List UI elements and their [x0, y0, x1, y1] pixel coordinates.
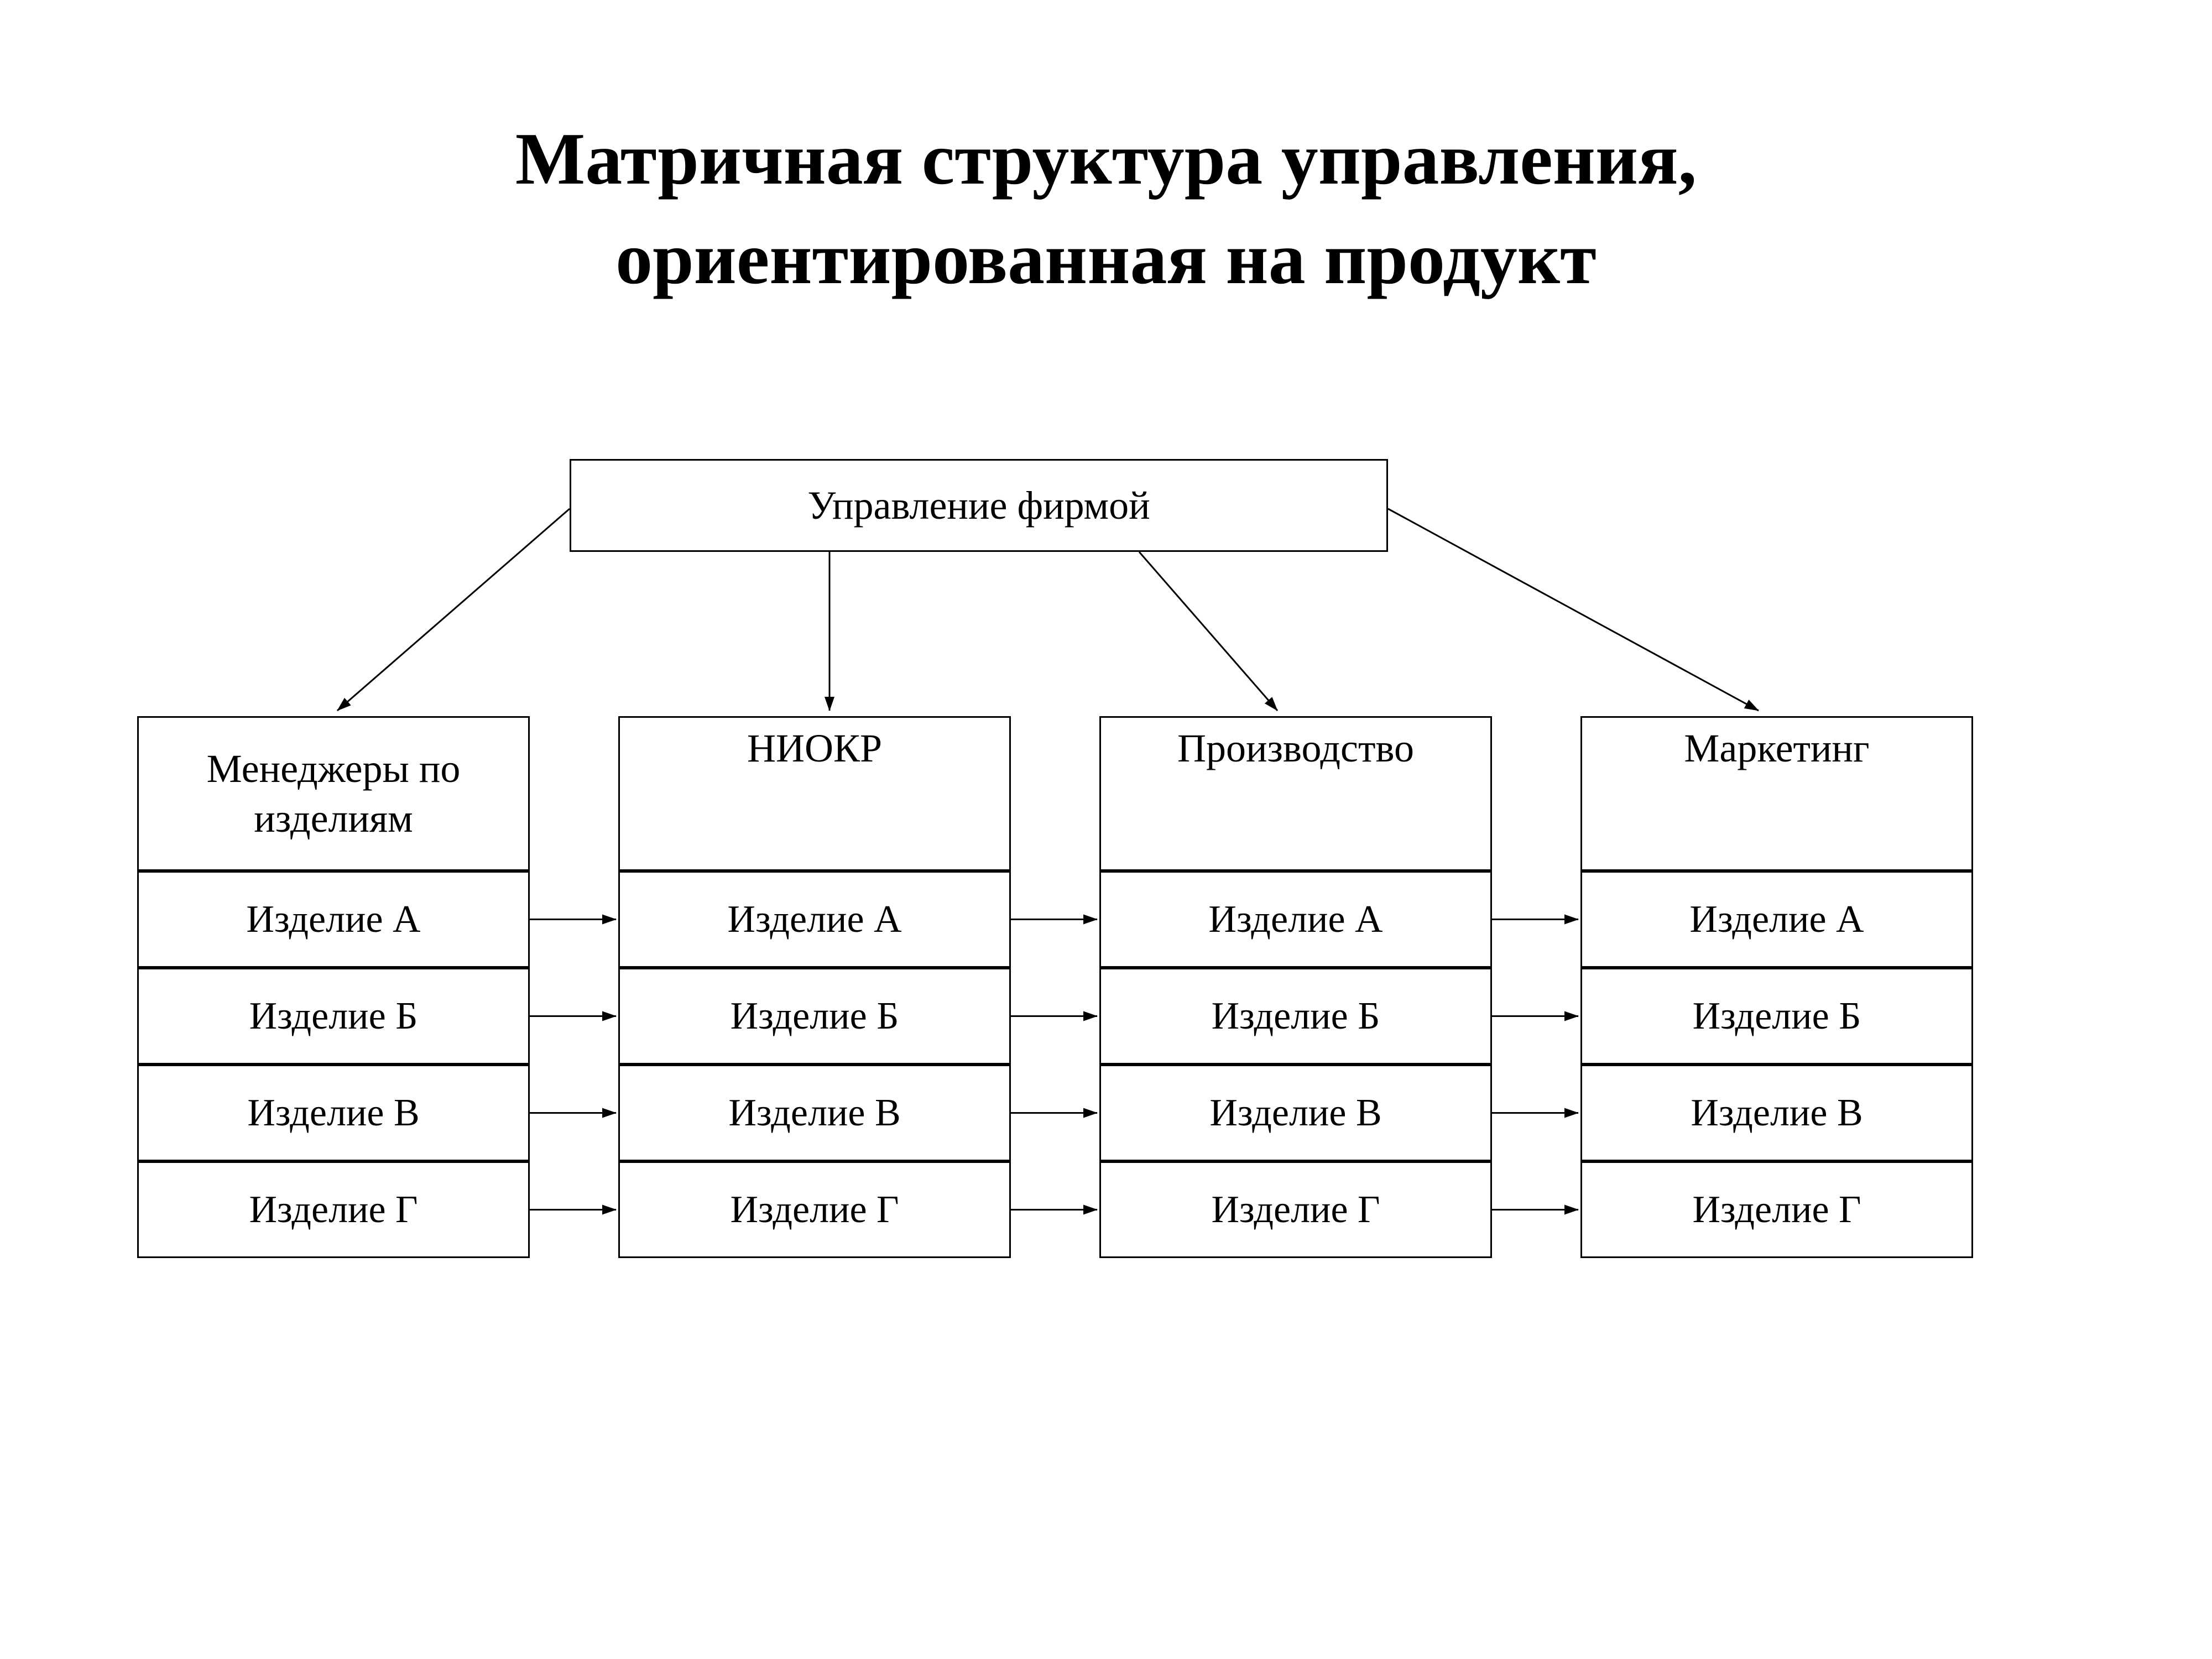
top-box-label: Управление фирмой: [807, 483, 1150, 529]
cell-marketing-row1-label: Изделие Б: [1693, 994, 1861, 1039]
column-header-production-label: Производство: [1177, 726, 1414, 771]
cell-managers-row0: Изделие А: [137, 871, 530, 968]
top-box: Управление фирмой: [570, 459, 1388, 552]
cell-production-row2-label: Изделие В: [1209, 1091, 1381, 1135]
page-title-line2: ориентированная на продукт: [0, 216, 2212, 301]
cell-marketing-row0: Изделие А: [1580, 871, 1973, 968]
cell-managers-row3-label: Изделие Г: [249, 1188, 418, 1232]
cell-production-row0: Изделие А: [1099, 871, 1492, 968]
cell-rnd-row2: Изделие В: [618, 1065, 1011, 1161]
cell-rnd-row2-label: Изделие В: [728, 1091, 900, 1135]
cell-production-row3-label: Изделие Г: [1211, 1188, 1380, 1232]
column-header-rnd: НИОКР: [618, 716, 1011, 871]
cell-marketing-row1: Изделие Б: [1580, 968, 1973, 1065]
cell-managers-row3: Изделие Г: [137, 1161, 530, 1258]
cell-rnd-row3: Изделие Г: [618, 1161, 1011, 1258]
cell-managers-row1-label: Изделие Б: [249, 994, 418, 1039]
cell-managers-row1: Изделие Б: [137, 968, 530, 1065]
cell-rnd-row0-label: Изделие А: [727, 898, 901, 942]
cell-production-row2: Изделие В: [1099, 1065, 1492, 1161]
connector: [1139, 552, 1277, 711]
cell-production-row0-label: Изделие А: [1208, 898, 1383, 942]
column-header-rnd-label: НИОКР: [747, 726, 882, 771]
cell-managers-row2-label: Изделие В: [247, 1091, 419, 1135]
cell-production-row1-label: Изделие Б: [1212, 994, 1380, 1039]
cell-managers-row0-label: Изделие А: [246, 898, 420, 942]
cell-production-row3: Изделие Г: [1099, 1161, 1492, 1258]
connector: [1388, 509, 1759, 711]
cell-rnd-row1: Изделие Б: [618, 968, 1011, 1065]
column-header-production: Производство: [1099, 716, 1492, 871]
column-header-managers-label: Менеджеры по изделиям: [150, 744, 517, 843]
cell-managers-row2: Изделие В: [137, 1065, 530, 1161]
cell-marketing-row2: Изделие В: [1580, 1065, 1973, 1161]
cell-production-row1: Изделие Б: [1099, 968, 1492, 1065]
column-header-managers: Менеджеры по изделиям: [137, 716, 530, 871]
column-header-marketing-label: Маркетинг: [1684, 726, 1869, 771]
cell-marketing-row3: Изделие Г: [1580, 1161, 1973, 1258]
cell-rnd-row0: Изделие А: [618, 871, 1011, 968]
column-header-marketing: Маркетинг: [1580, 716, 1973, 871]
cell-marketing-row2-label: Изделие В: [1691, 1091, 1863, 1135]
connector: [337, 509, 570, 711]
cell-rnd-row1-label: Изделие Б: [731, 994, 899, 1039]
cell-rnd-row3-label: Изделие Г: [730, 1188, 899, 1232]
cell-marketing-row0-label: Изделие А: [1689, 898, 1864, 942]
cell-marketing-row3-label: Изделие Г: [1692, 1188, 1861, 1232]
page-title-line1: Матричная структура управления,: [0, 116, 2212, 201]
